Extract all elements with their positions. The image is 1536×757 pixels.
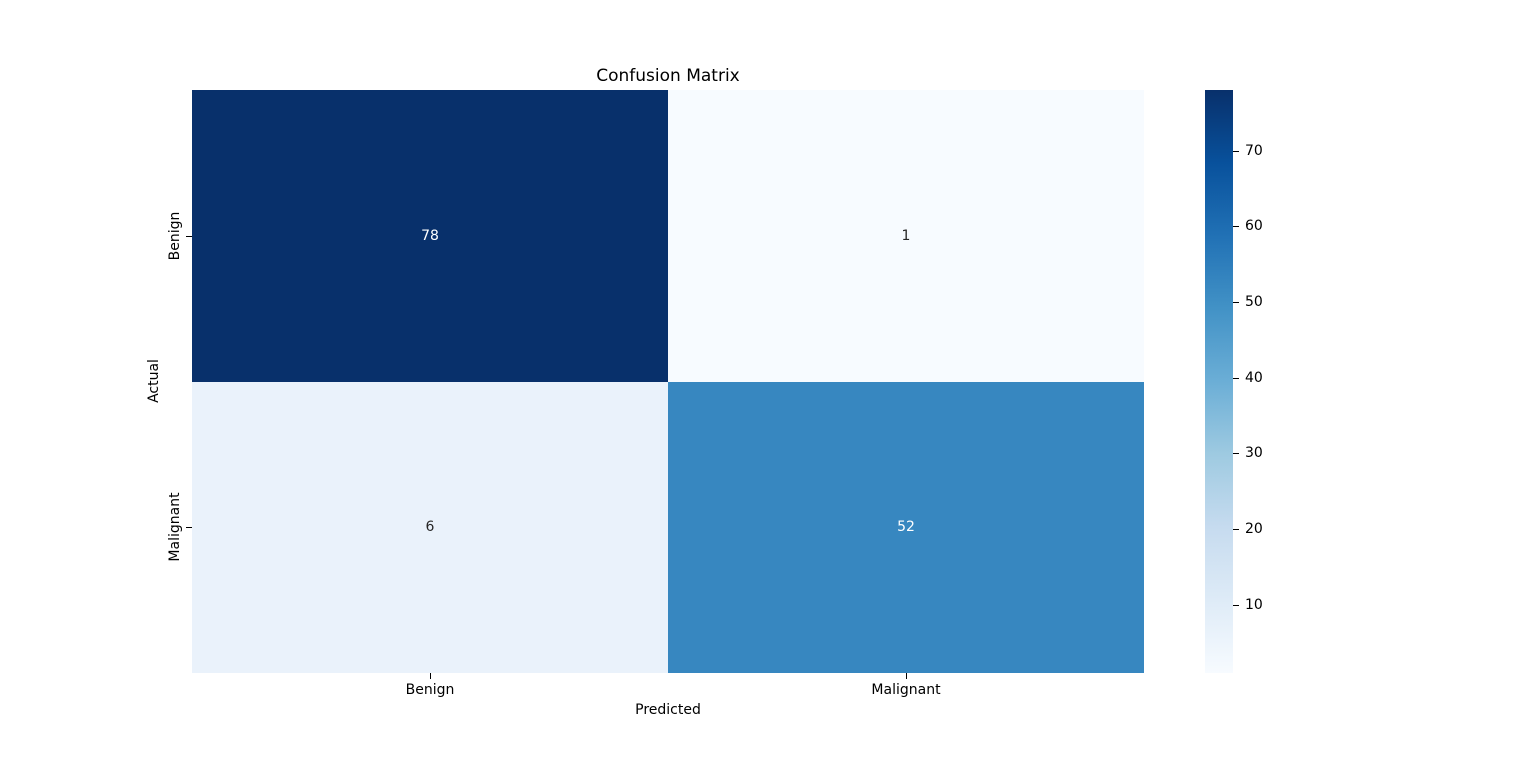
x-axis-label: Predicted [635, 702, 701, 718]
x-axis-tick [430, 673, 431, 679]
colorbar-tick-label: 20 [1245, 521, 1263, 538]
colorbar-tick-label: 50 [1245, 294, 1263, 310]
colorbar-tick [1233, 302, 1239, 303]
colorbar-tick-label: 70 [1245, 142, 1263, 159]
y-axis-tick [186, 527, 192, 529]
colorbar-tick-label: 60 [1245, 218, 1263, 235]
y-tick-label-malignant: Malignant [167, 492, 183, 562]
cell-value: 52 [897, 519, 915, 536]
colorbar-tick-label: 30 [1245, 445, 1263, 462]
heatmap-cell-r1c1: 52 [668, 381, 1144, 673]
colorbar-tick [1233, 377, 1239, 379]
heatmap-cell-r0c0: 78 [192, 90, 668, 382]
heatmap-cell-r1c0: 6 [192, 381, 668, 673]
x-tick-label-malignant: Malignant [871, 682, 941, 698]
colorbar-tick [1233, 453, 1239, 455]
colorbar-tick [1233, 150, 1239, 152]
colorbar-tick [1233, 604, 1239, 606]
y-axis-tick [186, 235, 192, 237]
heatmap-grid: 78 1 6 52 [192, 90, 1144, 673]
cell-value: 6 [425, 519, 435, 536]
colorbar-tick [1233, 529, 1239, 531]
cell-value: 1 [901, 227, 911, 244]
colorbar [1205, 90, 1233, 673]
y-axis-label: Actual [146, 359, 162, 403]
colorbar-tick-label: 40 [1245, 369, 1263, 386]
colorbar-tick-label: 10 [1245, 596, 1263, 613]
colorbar-tick [1233, 226, 1239, 228]
x-axis-tick [906, 673, 907, 679]
x-tick-label-benign: Benign [405, 682, 455, 698]
chart-title: Confusion Matrix [596, 66, 740, 86]
heatmap-cell-r0c1: 1 [668, 90, 1144, 382]
y-tick-label-benign: Benign [167, 211, 183, 261]
cell-value: 78 [421, 227, 439, 244]
